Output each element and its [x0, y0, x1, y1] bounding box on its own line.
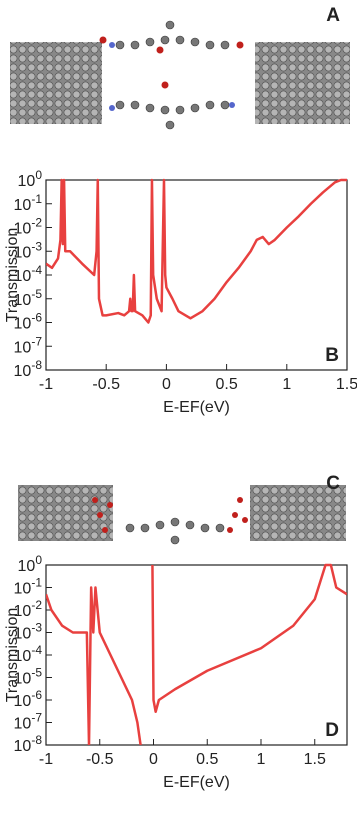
y-tick-label: 10-1 — [14, 576, 43, 598]
x-axis-label: E-EF(eV) — [163, 399, 230, 416]
transmission-line — [46, 178, 347, 324]
molecule-image-a — [10, 20, 350, 130]
x-tick-label: -1 — [39, 751, 53, 768]
y-tick-label: 10-1 — [14, 192, 43, 214]
x-tick-label: 0 — [162, 376, 171, 393]
x-tick-label: 1.5 — [336, 376, 357, 393]
y-tick-label: 100 — [18, 168, 43, 190]
x-tick-label: 0 — [149, 751, 158, 768]
y-tick-label: 10-7 — [14, 334, 43, 356]
x-axis-label: E-EF(eV) — [163, 774, 230, 791]
panel-label: A — [326, 5, 340, 26]
x-tick-label: -0.5 — [92, 376, 120, 393]
x-tick-label: 0.5 — [196, 751, 218, 768]
x-tick-label: -1 — [39, 376, 53, 393]
plot-frame — [45, 179, 348, 371]
y-axis-label: Transmission — [4, 608, 21, 703]
x-tick-label: 1.5 — [304, 751, 326, 768]
y-axis-label: Transmission — [4, 228, 21, 323]
molecule-image-c — [18, 485, 346, 545]
x-tick-label: 0.5 — [215, 376, 237, 393]
y-tick-label: 10-7 — [14, 711, 43, 733]
transmission-line — [46, 563, 347, 745]
x-tick-label: 1 — [282, 376, 291, 393]
panel-label: D — [325, 720, 339, 741]
x-tick-label: 1 — [257, 751, 266, 768]
panel-label: B — [325, 345, 339, 366]
x-tick-label: -0.5 — [86, 751, 114, 768]
panel-label: C — [326, 473, 340, 494]
y-tick-label: 100 — [18, 553, 43, 575]
